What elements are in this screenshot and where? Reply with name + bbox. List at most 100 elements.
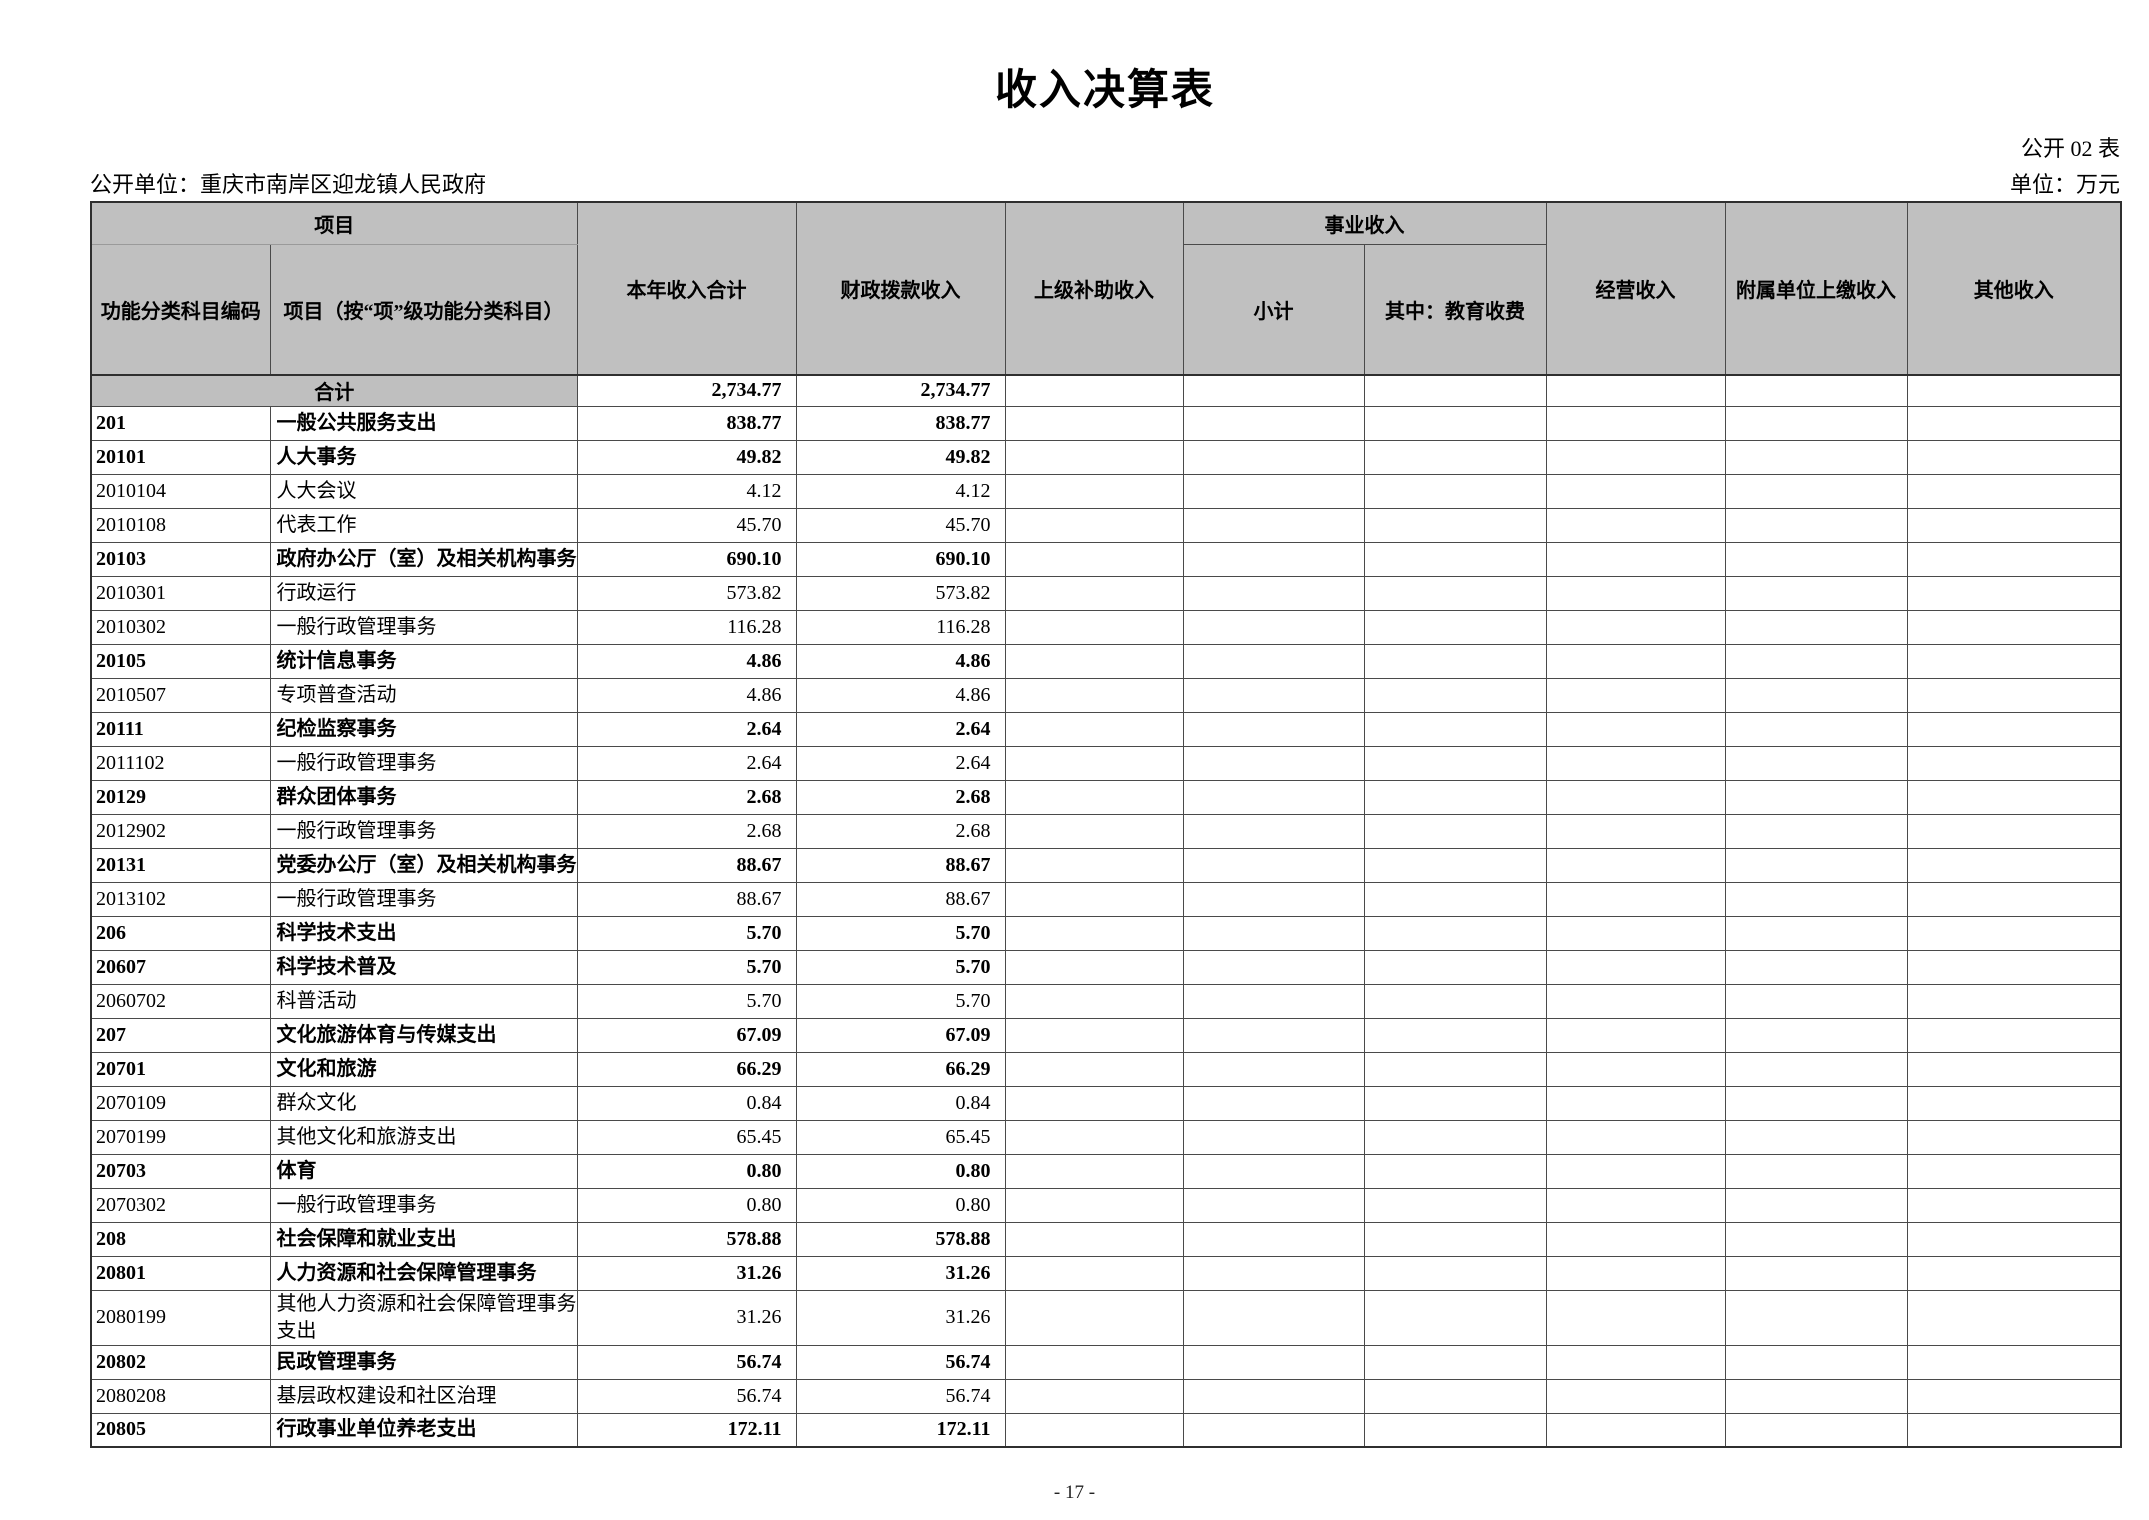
row-code: 208 [90,1221,271,1257]
row-code: 206 [90,915,271,951]
meta-row: 公开单位：重庆市南岸区迎龙镇人民政府 单位：万元 [90,167,2120,199]
table-row: 2080199 其他人力资源和社会保障管理事务支出 31.26 31.26 [90,1289,2122,1346]
row-education [1363,1412,1547,1448]
row-education [1363,1017,1547,1053]
row-subtotal [1182,1412,1365,1448]
row-total: 2.68 [576,813,797,849]
header-function-code: 功能分类科目编码 [90,243,271,376]
row-superior [1004,779,1184,815]
row-other [1906,1153,2122,1189]
row-total: 116.28 [576,609,797,645]
row-affiliated [1724,541,1908,577]
row-affiliated [1724,711,1908,747]
table-row: 2080208 基层政权建设和社区治理 56.74 56.74 [90,1378,2122,1414]
table-row: 2010108 代表工作 45.70 45.70 [90,507,2122,543]
row-other [1906,779,2122,815]
row-fiscal: 66.29 [795,1051,1006,1087]
row-other [1906,1221,2122,1257]
row-fiscal: 0.80 [795,1187,1006,1223]
row-fiscal: 45.70 [795,507,1006,543]
row-operating [1545,1153,1726,1189]
publisher-label: 公开单位：重庆市南岸区迎龙镇人民政府 [90,172,487,197]
table-row: 20802 民政管理事务 56.74 56.74 [90,1344,2122,1380]
row-code: 2070109 [90,1085,271,1121]
table-row: 2010104 人大会议 4.12 4.12 [90,473,2122,509]
row-name: 行政事业单位养老支出 [269,1412,578,1448]
row-fiscal: 578.88 [795,1221,1006,1257]
row-name: 一般行政管理事务 [269,609,578,645]
row-superior [1004,813,1184,849]
row-total: 56.74 [576,1344,797,1380]
row-operating [1545,949,1726,985]
row-affiliated [1724,949,1908,985]
row-superior [1004,1412,1184,1448]
table-row: 207 文化旅游体育与传媒支出 67.09 67.09 [90,1017,2122,1053]
row-subtotal [1182,1221,1365,1257]
row-code: 2080208 [90,1378,271,1414]
row-operating [1545,1289,1726,1346]
row-education [1363,643,1547,679]
header-affiliated-income: 附属单位上缴收入 [1724,201,1908,376]
row-subtotal [1182,473,1365,509]
row-name: 社会保障和就业支出 [269,1221,578,1257]
row-affiliated [1724,677,1908,713]
row-affiliated [1724,1187,1908,1223]
row-code: 2060702 [90,983,271,1019]
row-affiliated [1724,439,1908,475]
row-other [1906,745,2122,781]
row-education [1363,1051,1547,1087]
page-title: 收入决算表 [994,68,1215,114]
total-row-label: 合计 [90,374,578,407]
row-superior [1004,1344,1184,1380]
row-code: 20703 [90,1153,271,1189]
row-other [1906,1344,2122,1380]
table-row: 2013102 一般行政管理事务 88.67 88.67 [90,881,2122,917]
row-other [1906,609,2122,645]
row-fiscal: 0.84 [795,1085,1006,1121]
row-operating [1545,473,1726,509]
row-code: 20701 [90,1051,271,1087]
row-superior [1004,1051,1184,1087]
row-affiliated [1724,1119,1908,1155]
row-code: 20103 [90,541,271,577]
row-superior [1004,677,1184,713]
row-total: 88.67 [576,847,797,883]
row-total: 0.80 [576,1153,797,1189]
table-row: 2070302 一般行政管理事务 0.80 0.80 [90,1187,2122,1223]
table-row: 206 科学技术支出 5.70 5.70 [90,915,2122,951]
header-operating-income: 经营收入 [1545,201,1726,376]
row-subtotal [1182,983,1365,1019]
row-education [1363,745,1547,781]
row-affiliated [1724,915,1908,951]
table-row: 2010301 行政运行 573.82 573.82 [90,575,2122,611]
table-row: 2010302 一般行政管理事务 116.28 116.28 [90,609,2122,645]
row-operating [1545,1017,1726,1053]
row-operating [1545,847,1726,883]
row-education [1363,983,1547,1019]
row-other [1906,439,2122,475]
row-name: 人大会议 [269,473,578,509]
row-name: 群众团体事务 [269,779,578,815]
row-name: 其他人力资源和社会保障管理事务支出 [269,1289,578,1346]
header-superior-subsidy: 上级补助收入 [1004,201,1184,376]
row-subtotal [1182,949,1365,985]
row-affiliated [1724,881,1908,917]
header-business-income-group: 事业收入 [1182,201,1547,245]
row-fiscal: 172.11 [795,1412,1006,1448]
row-education [1363,847,1547,883]
row-other [1906,473,2122,509]
row-subtotal [1182,575,1365,611]
row-total: 5.70 [576,915,797,951]
row-total: 49.82 [576,439,797,475]
row-operating [1545,1119,1726,1155]
row-affiliated [1724,813,1908,849]
row-education [1363,1119,1547,1155]
row-name: 其他文化和旅游支出 [269,1119,578,1155]
row-operating [1545,1378,1726,1414]
row-name: 科普活动 [269,983,578,1019]
row-operating [1545,915,1726,951]
row-code: 2010507 [90,677,271,713]
row-operating [1545,1187,1726,1223]
row-affiliated [1724,1221,1908,1257]
row-fiscal: 5.70 [795,915,1006,951]
